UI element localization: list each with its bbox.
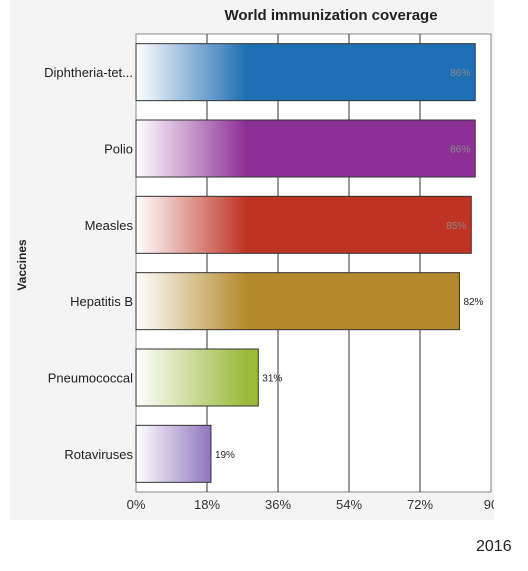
- chart-title: World immunization coverage: [224, 7, 437, 24]
- x-tick-label: 90: [484, 497, 494, 512]
- category-label: Hepatitis B: [70, 294, 133, 309]
- x-tick-label: 0%: [127, 497, 146, 512]
- plot-area: [135, 33, 492, 493]
- category-labels: Diphtheria-tet... Polio Measles Hepatitis B…: [44, 65, 133, 462]
- x-tick-label: 18%: [194, 497, 220, 512]
- value-label: 19%: [215, 450, 235, 461]
- category-label: Diphtheria-tet...: [44, 65, 133, 80]
- bar[interactable]: [135, 119, 476, 178]
- x-tick-label: 72%: [407, 497, 433, 512]
- category-label: Rotaviruses: [64, 447, 133, 462]
- value-label: 86%: [450, 145, 470, 156]
- category-label: Measles: [85, 218, 134, 233]
- value-label: 31%: [262, 374, 282, 385]
- category-label: Polio: [104, 142, 133, 157]
- bar[interactable]: [135, 43, 476, 102]
- bar[interactable]: [135, 195, 472, 254]
- grid-lines: [135, 33, 492, 493]
- bar[interactable]: [135, 348, 259, 407]
- x-tick-labels: 0% 18% 36% 54% 72% 90: [127, 497, 494, 512]
- bars: 86% 86% 85% 82% 31% 19%: [135, 43, 484, 483]
- bar-chart: World immunization coverage Vaccines 86%…: [15, 7, 494, 512]
- y-axis-label: Vaccines: [15, 239, 29, 291]
- chart-panel: World immunization coverage Vaccines 86%…: [10, 0, 494, 520]
- value-label: 82%: [463, 297, 483, 308]
- category-label: Pneumococcal: [48, 371, 133, 386]
- bar[interactable]: [135, 272, 460, 331]
- year-label: 2016: [476, 538, 512, 555]
- value-label: 86%: [450, 68, 470, 79]
- x-tick-label: 36%: [265, 497, 291, 512]
- bar[interactable]: [135, 424, 212, 483]
- x-tick-label: 54%: [336, 497, 362, 512]
- value-label: 85%: [446, 221, 466, 232]
